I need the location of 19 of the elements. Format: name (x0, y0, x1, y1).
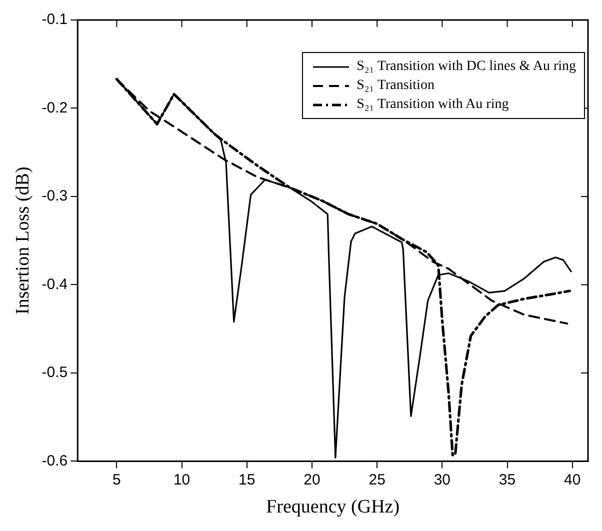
x-tick-label: 10 (173, 471, 190, 488)
x-tick-label: 15 (238, 471, 256, 488)
x-tick-label: 25 (368, 471, 386, 488)
x-tick-label: 5 (112, 471, 121, 488)
legend-label: S₂₁ Transition (356, 77, 434, 95)
x-axis-title: Frequency (GHz) (266, 496, 400, 518)
y-tick-label: -0.3 (42, 188, 68, 205)
x-tick-label: 35 (498, 471, 516, 488)
x-tick-label: 20 (304, 471, 320, 488)
x-tick-label: 40 (564, 471, 581, 488)
legend-label: S₂₁ Transition with DC lines & Au ring (356, 58, 576, 76)
y-axis-title: Insertion Loss (dB) (12, 166, 34, 314)
y-tick-label: -0.6 (42, 452, 68, 470)
y-tick-label: -0.4 (42, 276, 68, 293)
legend-label: S₂₁ Transition with Au ring (356, 96, 509, 114)
y-tick-label: -0.2 (42, 99, 68, 116)
y-tick-label: -0.1 (42, 11, 68, 28)
x-tick-label: 30 (434, 471, 451, 488)
y-tick-label: -0.5 (42, 364, 68, 382)
